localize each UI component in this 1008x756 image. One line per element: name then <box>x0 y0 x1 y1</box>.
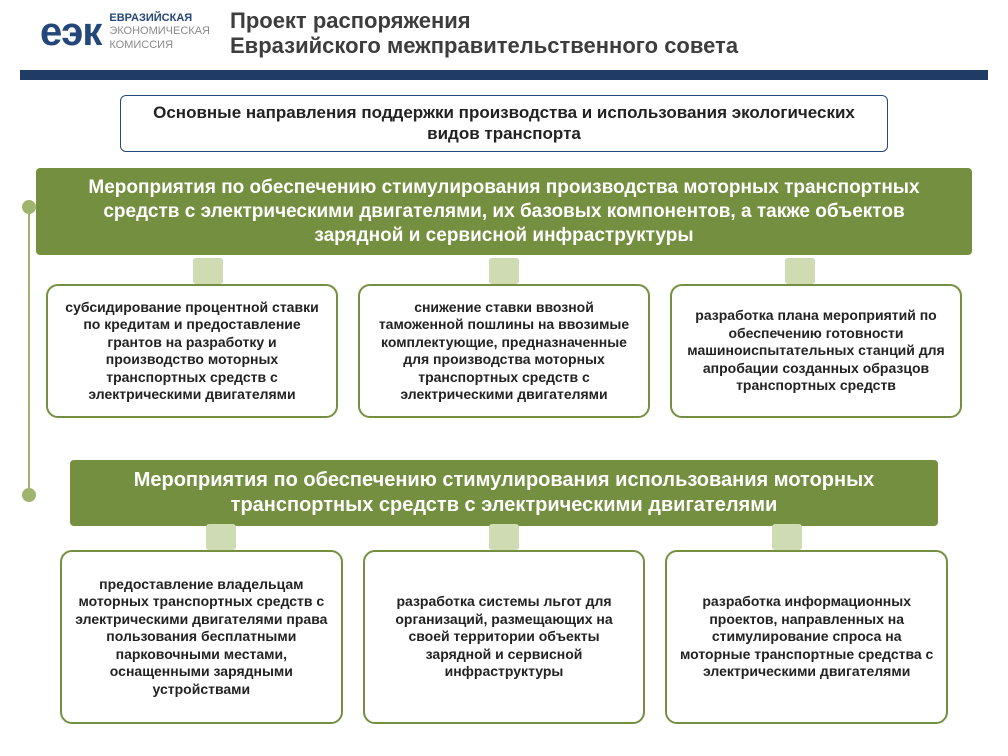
logo-subtitle: ЕВРАЗИЙСКАЯ экономическая комиссия <box>109 12 210 52</box>
logo-sub-line3: комиссия <box>109 39 210 52</box>
page-title-text: Проект распоряжения Евразийского межправ… <box>230 8 968 59</box>
slide-page: еэк ЕВРАЗИЙСКАЯ экономическая комиссия П… <box>0 0 1008 756</box>
timeline-line <box>28 200 30 500</box>
card: субсидирование процентной ставки по кред… <box>46 284 338 418</box>
connector-stub <box>785 258 815 284</box>
connector-stub <box>772 524 802 550</box>
logo-sub-line2: экономическая <box>109 25 210 38</box>
page-title: Проект распоряжения Евразийского межправ… <box>230 8 968 59</box>
card: предоставление владельцам моторных транс… <box>60 550 343 724</box>
timeline-dot-1 <box>22 200 36 214</box>
connector-stub <box>489 524 519 550</box>
logo-sub-line1: ЕВРАЗИЙСКАЯ <box>109 12 210 25</box>
section-1-cards: субсидирование процентной ставки по кред… <box>46 284 962 418</box>
connector-stub <box>206 524 236 550</box>
logo-mark: еэк <box>40 12 101 52</box>
timeline-dot-2 <box>22 488 36 502</box>
connector-stub <box>193 258 223 284</box>
section-1-connectors <box>60 258 948 284</box>
section-2-connectors <box>80 524 928 550</box>
card: разработка плана мероприятий по обеспече… <box>670 284 962 418</box>
card: разработка информационных проектов, напр… <box>665 550 948 724</box>
section-1-heading: Мероприятия по обеспечению стимулировани… <box>36 168 972 255</box>
section-2-cards: предоставление владельцам моторных транс… <box>60 550 948 724</box>
connector-stub <box>489 258 519 284</box>
subtitle-box: Основные направления поддержки производс… <box>120 95 888 152</box>
header-divider <box>20 70 988 80</box>
logo: еэк ЕВРАЗИЙСКАЯ экономическая комиссия <box>40 12 210 52</box>
card: разработка системы льгот для организаций… <box>363 550 646 724</box>
section-2-heading: Мероприятия по обеспечению стимулировани… <box>70 460 938 526</box>
card: снижение ставки ввозной таможенной пошли… <box>358 284 650 418</box>
